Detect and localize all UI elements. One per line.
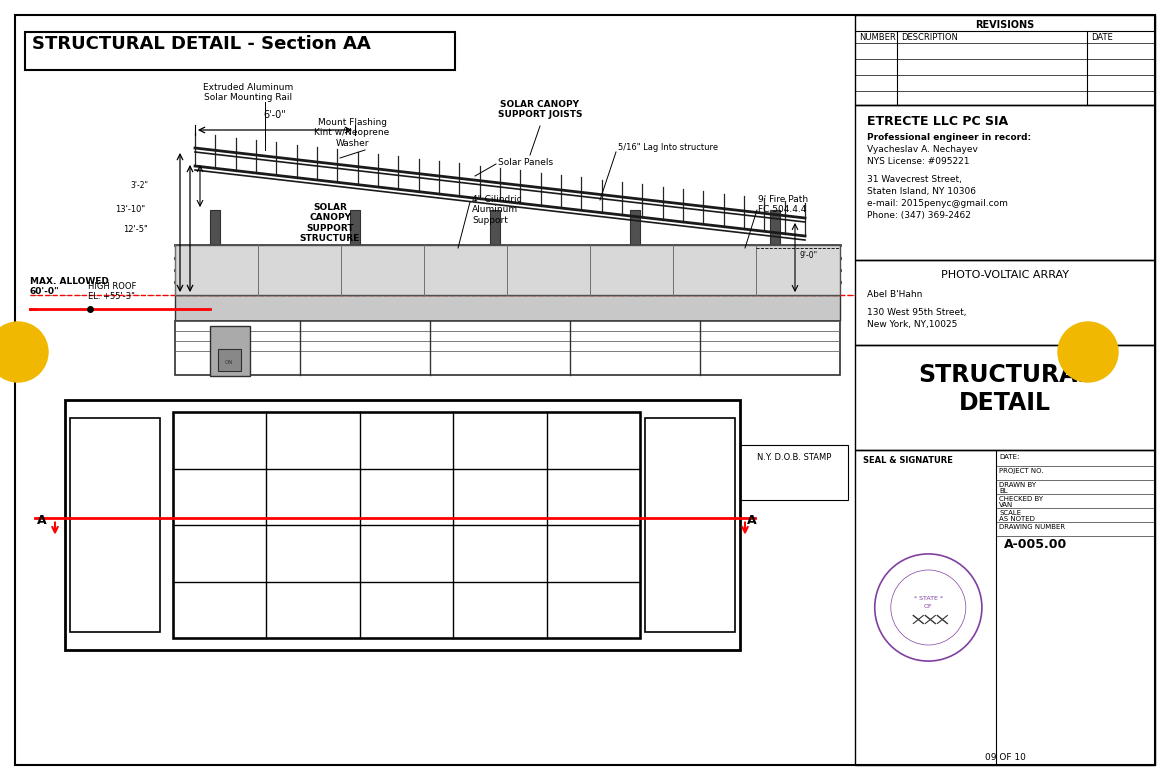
Text: DRAWN BY: DRAWN BY [999,482,1037,488]
Bar [350,210,360,295]
Bar [218,349,241,371]
Text: Vyacheslav A. Nechayev: Vyacheslav A. Nechayev [867,145,978,154]
Bar [629,210,640,295]
Text: SOLAR CANOPY
SUPPORT JOISTS: SOLAR CANOPY SUPPORT JOISTS [497,100,583,119]
Bar [739,445,848,500]
Text: SEAL & SIGNATURE: SEAL & SIGNATURE [863,456,952,465]
Bar [645,418,735,632]
Text: VAN: VAN [999,502,1013,508]
Bar [209,326,250,376]
Bar [176,245,840,295]
Text: AS NOTED: AS NOTED [999,516,1035,522]
Bar [490,210,500,295]
Text: 09 OF 10: 09 OF 10 [985,753,1025,762]
Text: OF: OF [924,604,932,608]
Text: PROJECT NO.: PROJECT NO. [999,468,1044,474]
Text: 6'-0": 6'-0" [263,110,287,120]
Bar [66,400,739,650]
Text: REVISIONS: REVISIONS [976,20,1034,30]
Text: 12'-5": 12'-5" [123,225,147,235]
Text: 130 West 95th Street,: 130 West 95th Street, [867,308,966,317]
Text: DATE: DATE [1090,33,1113,42]
Text: NYS License: #095221: NYS License: #095221 [867,157,970,166]
Text: Mount Flashing
Kint w/Neoprene
Washer: Mount Flashing Kint w/Neoprene Washer [315,118,390,147]
Bar [770,210,780,295]
Text: CHECKED BY: CHECKED BY [999,496,1044,502]
Bar [176,295,840,321]
Text: e-mail: 2015penyc@gmail.com: e-mail: 2015penyc@gmail.com [867,199,1007,208]
Bar [209,210,220,295]
Text: SCALE: SCALE [999,510,1021,516]
Text: A: A [37,515,47,527]
Bar [855,15,1155,105]
Text: Phone: (347) 369-2462: Phone: (347) 369-2462 [867,211,971,220]
Text: MAX. ALLOWED
60'-0": MAX. ALLOWED 60'-0" [30,277,109,296]
Text: N.Y. D.O.B. STAMP: N.Y. D.O.B. STAMP [757,453,831,462]
Text: Solar Panels: Solar Panels [498,158,553,167]
Text: 31 Wavecrest Street,: 31 Wavecrest Street, [867,175,962,184]
Text: Staten Island, NY 10306: Staten Island, NY 10306 [867,187,976,196]
Bar [855,105,1155,260]
Text: 3'-2": 3'-2" [130,180,147,190]
Text: New York, NY,10025: New York, NY,10025 [867,320,957,329]
Text: PHOTO-VOLTAIC ARRAY: PHOTO-VOLTAIC ARRAY [941,270,1069,280]
Bar [855,260,1155,345]
Circle shape [0,322,48,382]
Text: SOLAR
CANOPY
SUPPORT
STRUCTURE: SOLAR CANOPY SUPPORT STRUCTURE [300,203,360,243]
Text: STRUCTURAL
DETAIL: STRUCTURAL DETAIL [917,363,1092,415]
Text: STRUCTURAL DETAIL - Section AA: STRUCTURAL DETAIL - Section AA [32,35,371,53]
Text: Abel B'Hahn: Abel B'Hahn [867,290,922,299]
Bar [25,32,455,70]
Text: 9'-0": 9'-0" [800,250,818,260]
Bar [70,418,160,632]
Text: 5/16" Lag Into structure: 5/16" Lag Into structure [618,143,718,152]
Text: DATE:: DATE: [999,454,1019,460]
Bar [855,345,1155,450]
Text: ETRECTE LLC PC SIA: ETRECTE LLC PC SIA [867,115,1009,128]
Text: DRAWING NUMBER: DRAWING NUMBER [999,524,1065,530]
Text: 9' Fire Path
FC 504.4.4: 9' Fire Path FC 504.4.4 [758,195,808,215]
Text: HIGH ROOF
EL. +55'-3": HIGH ROOF EL. +55'-3" [88,282,137,301]
Text: ON: ON [225,360,233,366]
Text: Professional engineer in record:: Professional engineer in record: [867,133,1031,142]
Bar [176,321,840,375]
Text: A-005.00: A-005.00 [1004,538,1067,551]
Text: Extruded Aluminum
Solar Mounting Rail: Extruded Aluminum Solar Mounting Rail [202,83,294,102]
Text: A: A [746,515,757,527]
Text: 13'-10": 13'-10" [115,205,145,215]
Text: 4" Cilindric
Aluminum
Support: 4" Cilindric Aluminum Support [472,195,522,225]
Text: DESCRIPTION: DESCRIPTION [901,33,958,42]
Circle shape [1058,322,1119,382]
Text: BL: BL [999,488,1007,494]
Bar [173,412,640,638]
Text: * STATE *: * STATE * [914,595,943,601]
Text: NUMBER: NUMBER [859,33,896,42]
Bar [855,450,1155,765]
